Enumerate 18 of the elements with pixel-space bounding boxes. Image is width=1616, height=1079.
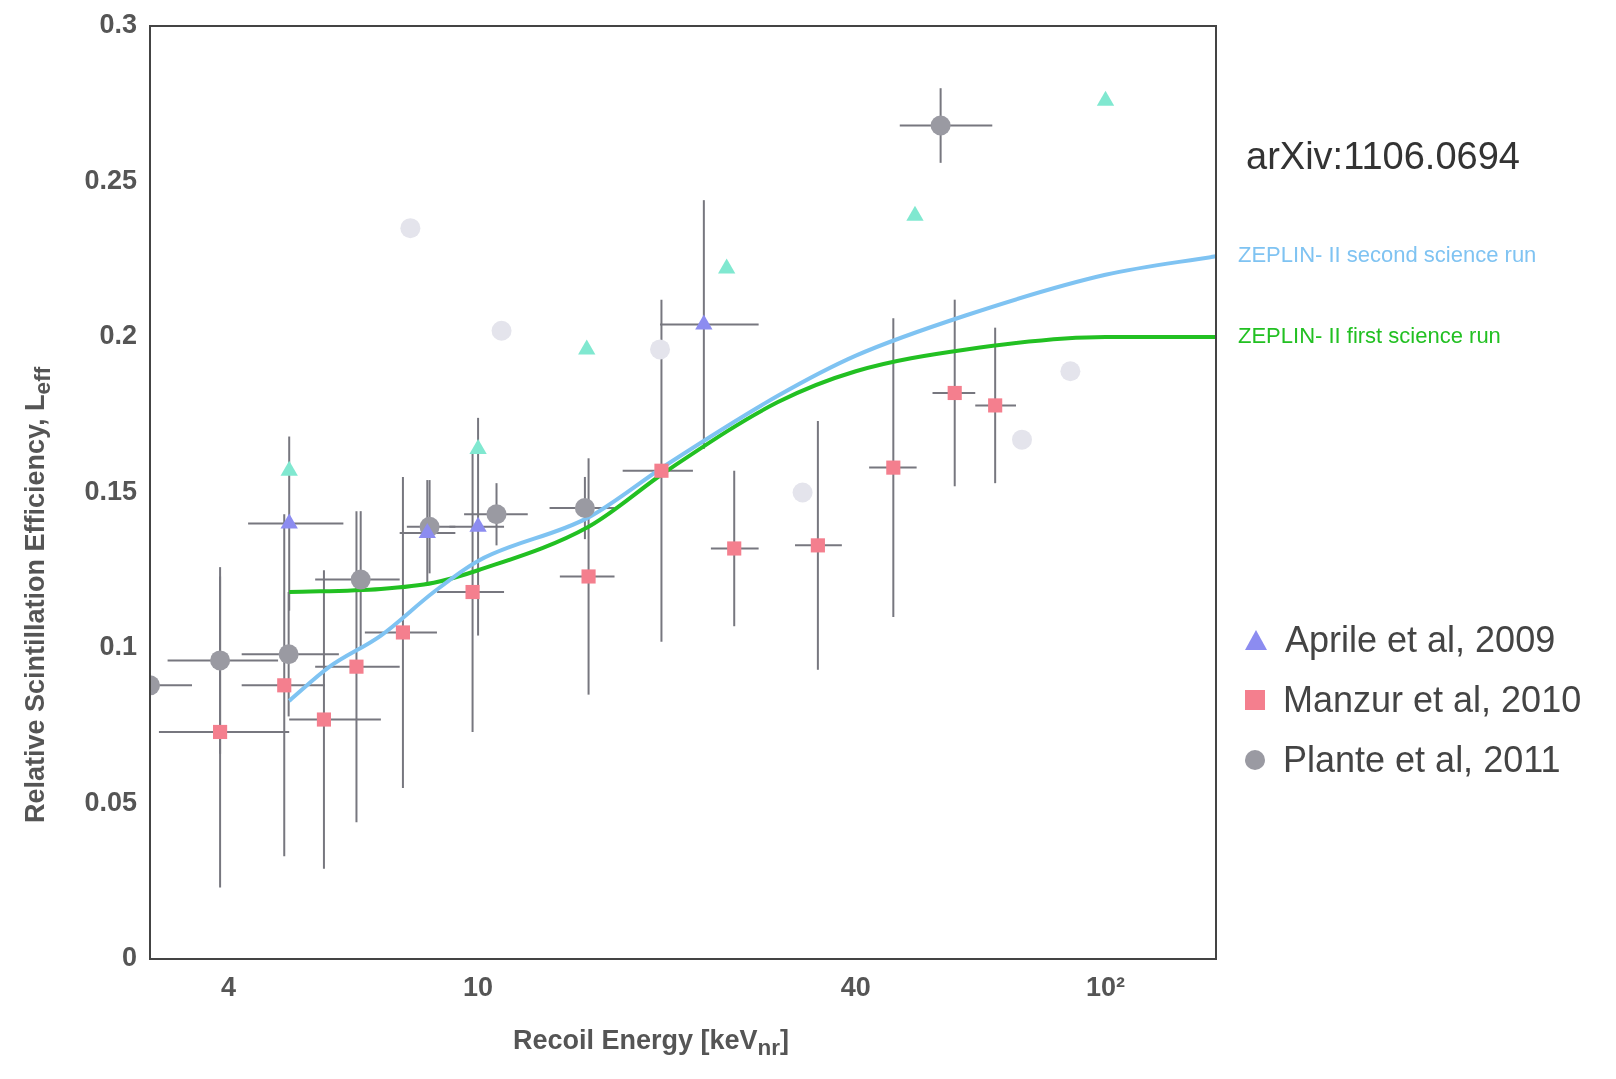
x-tick-label: 40 <box>840 971 871 1002</box>
series-label: ZEPLIN- II first science run <box>1238 323 1501 349</box>
y-tick-label: 0 <box>121 942 137 973</box>
x-axis-title: Recoil Energy [keV$_{nr}$] <box>513 1025 790 1062</box>
y-tick-label: 0.1 <box>99 631 137 662</box>
x-tick-label: 10² <box>1086 971 1126 1002</box>
y-tick-label: 0.3 <box>99 9 137 40</box>
text: arXiv:1106.0694 <box>1246 135 1520 178</box>
y-tick-label: 0.15 <box>84 475 137 506</box>
y-tick-label: 0.25 <box>84 164 137 195</box>
x-tick-label: 10 <box>463 971 494 1002</box>
x-tick-label: 4 <box>220 971 236 1002</box>
legend-label: Plante et al, 2011 <box>1283 739 1561 781</box>
legend-label: Manzur et al, 2010 <box>1283 679 1582 721</box>
legend-label: Aprile et al, 2009 <box>1285 619 1556 661</box>
y-tick-label: 0.2 <box>99 320 137 351</box>
series-label: ZEPLIN- II second science run <box>1238 242 1537 268</box>
y-tick-label: 0.05 <box>84 786 137 817</box>
